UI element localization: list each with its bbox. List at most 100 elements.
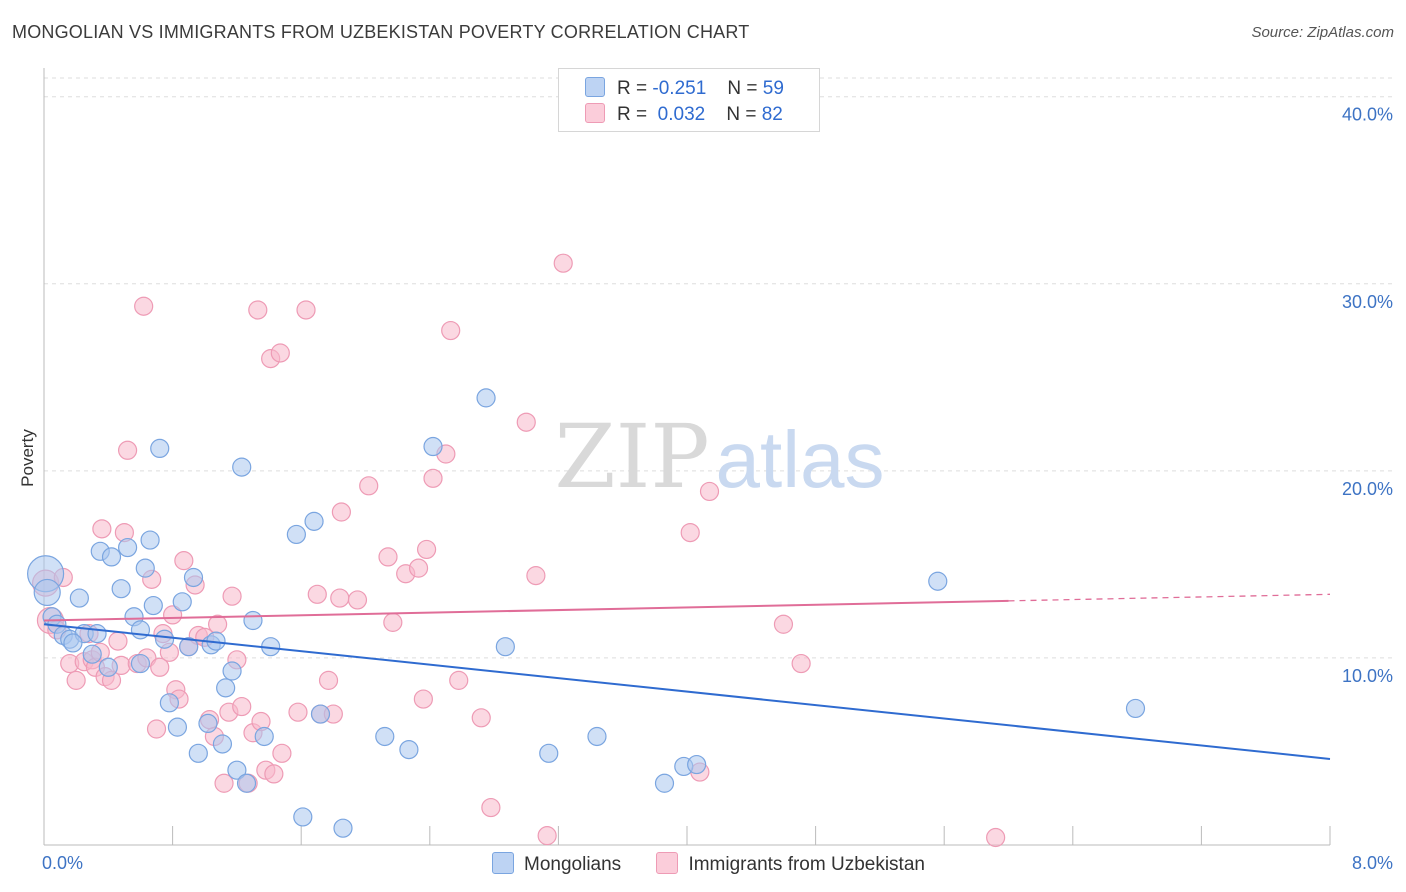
legend-label-mongolians: Mongolians	[524, 854, 622, 875]
mongolians-point	[216, 678, 236, 698]
series-mongolians-points	[27, 388, 1146, 838]
mongolians-point	[254, 726, 274, 747]
mongolians-point	[286, 524, 306, 545]
uzbekistan-point	[92, 519, 112, 539]
legend-n-value: 59	[762, 78, 784, 99]
mongolians-point	[222, 661, 242, 681]
correlation-legend: R = -0.251 N = 59 R = 0.032 N = 82	[558, 68, 820, 132]
y-tick-label: 40.0%	[1342, 105, 1393, 125]
uzbekistan-point	[537, 826, 557, 846]
uzbekistan-point	[307, 584, 327, 604]
mongolians-point	[111, 579, 131, 599]
mongolians-point	[98, 657, 118, 677]
uzbekistan-point	[222, 586, 242, 606]
mongolians-point	[304, 511, 324, 531]
mongolians-point	[293, 807, 313, 827]
mongolians-point	[227, 760, 247, 780]
mongolians-point	[243, 610, 263, 631]
trend-line-dashed-1	[1008, 593, 1331, 602]
mongolians-point	[172, 592, 192, 612]
uzbekistan-point	[526, 566, 546, 586]
mongolians-point	[69, 588, 89, 608]
mongolians-point	[687, 754, 707, 775]
mongolians-point	[159, 693, 179, 713]
source-credit: Source: ZipAtlas.com	[1251, 24, 1394, 41]
uzbekistan-point	[270, 343, 290, 363]
uzbekistan-point	[553, 253, 573, 273]
legend-row-uzbekistan: R = 0.032 N = 82	[585, 103, 783, 127]
uzbekistan-point	[232, 696, 252, 717]
uzbekistan-point	[347, 590, 368, 610]
gridlines	[44, 77, 1395, 659]
mongolians-point	[33, 578, 61, 607]
watermark-zip: ZIP	[554, 405, 709, 508]
mongolians-point	[495, 637, 515, 657]
mongolians-point	[101, 547, 122, 567]
uzbekistan-point	[264, 764, 284, 784]
mongolians-point	[82, 644, 102, 664]
mongolians-point	[140, 530, 160, 550]
y-tick-label: 10.0%	[1342, 666, 1393, 686]
mongolians-point	[143, 595, 163, 616]
mongolians-point	[375, 726, 395, 747]
mongolians-point	[188, 743, 208, 763]
x-tick-label: 8.0%	[1352, 853, 1393, 873]
trend-line-0	[43, 623, 1331, 760]
uzbekistan-point	[134, 296, 154, 316]
uzbekistan-point	[214, 773, 234, 793]
legend-r-value: -0.251	[652, 78, 707, 99]
mongolians-point	[232, 457, 252, 477]
series-uzbekistan-points	[32, 253, 1006, 848]
y-axis-title: Poverty	[18, 429, 37, 487]
legend-swatch-blue	[585, 77, 605, 97]
mongolians-point	[539, 743, 559, 763]
trend-lines	[43, 593, 1331, 760]
mongolians-point	[167, 717, 188, 737]
uzbekistan-point	[174, 551, 194, 571]
legend-swatch-blue	[492, 852, 514, 874]
uzbekistan-point	[481, 797, 501, 818]
mongolians-point	[198, 713, 218, 734]
mongolians-point	[135, 558, 155, 578]
legend-n-label: N =	[726, 104, 757, 125]
uzbekistan-point	[791, 653, 811, 674]
chart-title: MONGOLIAN VS IMMIGRANTS FROM UZBEKISTAN …	[12, 22, 750, 42]
mongolians-point	[117, 537, 138, 558]
uzbekistan-point	[378, 547, 398, 567]
mongolians-point	[87, 624, 107, 644]
y-tick-label: 20.0%	[1342, 479, 1393, 499]
uzbekistan-point	[383, 612, 403, 632]
uzbekistan-point	[288, 702, 308, 722]
uzbekistan-point	[331, 502, 351, 522]
uzbekistan-point	[150, 657, 170, 677]
mongolians-point	[63, 633, 83, 653]
uzbekistan-point	[423, 468, 443, 488]
legend-r-label: R =	[617, 104, 648, 125]
legend-item-mongolians: Mongolians	[492, 852, 621, 876]
uzbekistan-point	[773, 614, 794, 634]
mongolians-point	[179, 637, 199, 657]
trend-line-solid-1	[43, 599, 1009, 622]
uzbekistan-point	[146, 719, 167, 739]
uzbekistan-point	[413, 689, 433, 709]
uzbekistan-point	[516, 412, 536, 432]
x-tick-label: 0.0%	[42, 853, 83, 873]
uzbekistan-point	[117, 440, 138, 460]
legend-row-mongolians: R = -0.251 N = 59	[585, 77, 784, 101]
y-tick-label: 30.0%	[1342, 292, 1393, 312]
uzbekistan-point	[330, 588, 350, 608]
uzbekistan-point	[680, 522, 700, 543]
uzbekistan-point	[699, 481, 720, 502]
legend-n-label: N =	[727, 78, 758, 99]
uzbekistan-point	[108, 631, 128, 651]
axes	[43, 68, 1331, 846]
uzbekistan-point	[66, 670, 86, 690]
mongolians-point	[130, 653, 151, 674]
mongolians-point	[310, 704, 331, 724]
uzbekistan-point	[272, 743, 292, 763]
legend-swatch-pink	[656, 852, 679, 874]
mongolians-point	[150, 438, 170, 459]
legend-r-value: 0.032	[657, 104, 706, 125]
legend-n-value: 82	[761, 104, 783, 125]
